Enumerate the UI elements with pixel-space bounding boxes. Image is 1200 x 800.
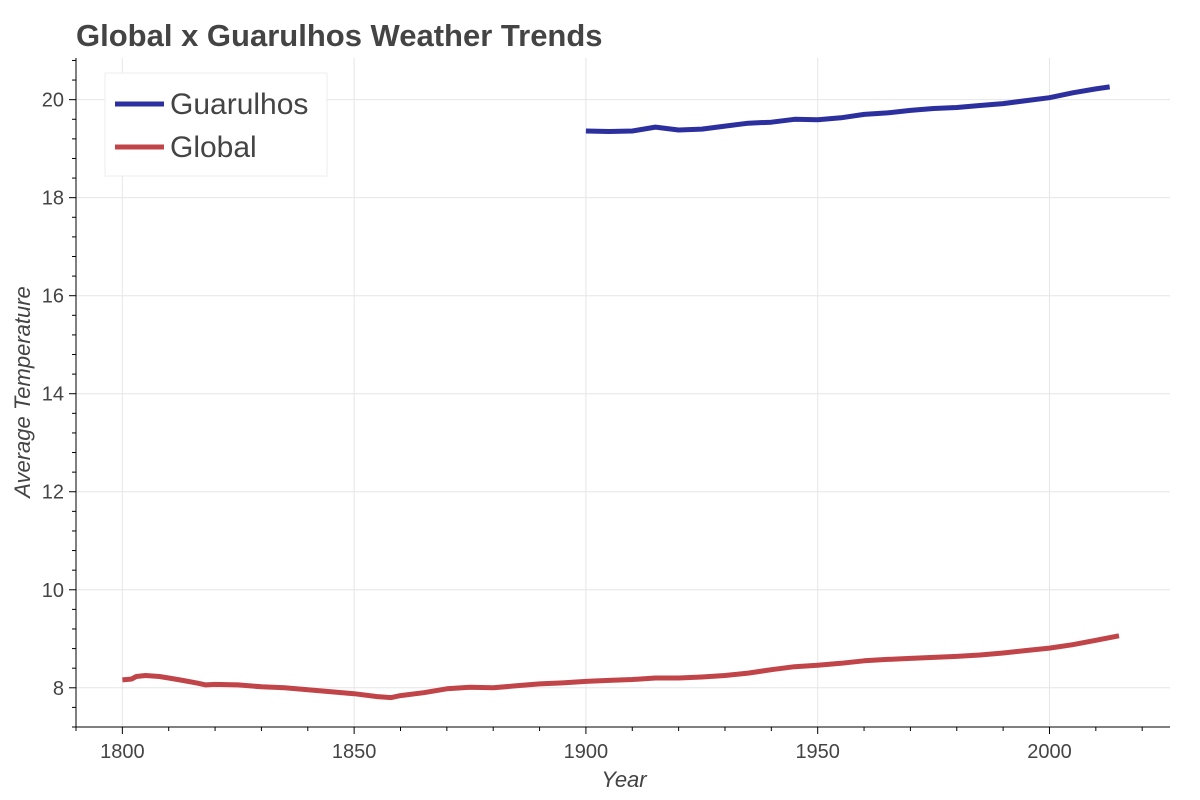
y-tick-label: 18 xyxy=(42,188,64,210)
x-tick-label: 1950 xyxy=(795,741,840,763)
chart-title: Global x Guarulhos Weather Trends xyxy=(76,18,603,53)
x-tick-label: 1850 xyxy=(332,741,377,763)
series-lines xyxy=(122,84,1120,701)
x-tick-label: 1900 xyxy=(564,741,609,763)
y-tick-label: 16 xyxy=(42,286,64,308)
y-tick-label: 8 xyxy=(53,678,64,700)
y-tick-label: 12 xyxy=(42,482,64,504)
y-tick-label: 14 xyxy=(42,384,64,406)
x-tick-label: 1800 xyxy=(100,741,145,763)
legend: Guarulhos Global xyxy=(104,72,328,177)
legend-box xyxy=(104,72,328,177)
legend-label-guarulhos: Guarulhos xyxy=(170,88,308,121)
y-tick-label: 20 xyxy=(42,90,64,112)
axes: 1800 1850 1900 1950 2000 8 10 12 14 16 18 20 xyxy=(42,58,1170,763)
x-tick-label: 2000 xyxy=(1027,741,1072,763)
x-axis-label: Year xyxy=(601,767,648,792)
series-line-guarulhos xyxy=(585,84,1111,134)
legend-label-global: Global xyxy=(170,131,257,164)
y-axis-label: Average Temperature xyxy=(10,286,35,500)
y-tick-label: 10 xyxy=(42,580,64,602)
series-line-global xyxy=(122,633,1120,701)
